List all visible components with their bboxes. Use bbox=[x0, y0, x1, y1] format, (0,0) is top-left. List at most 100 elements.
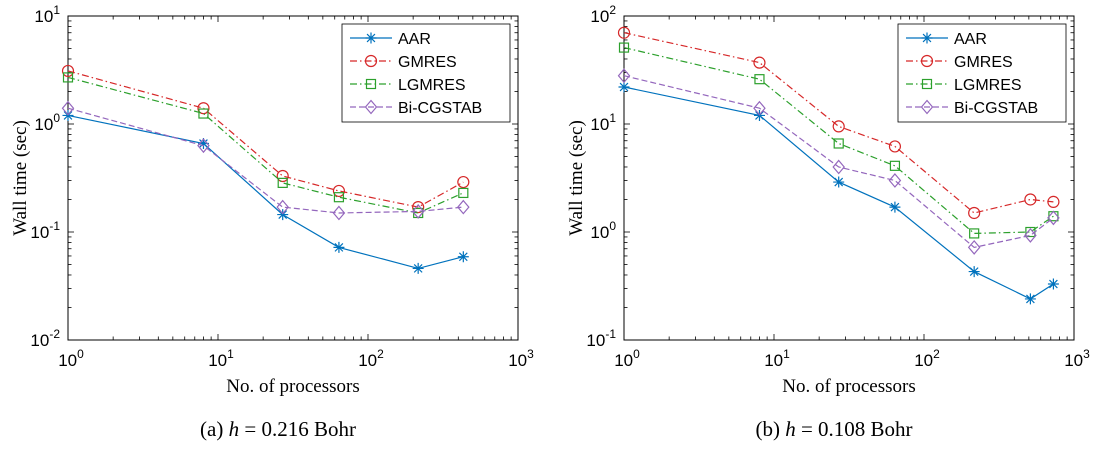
chart-b-data-point bbox=[753, 56, 766, 69]
chart-a-y-axis-label: Wall time (sec) bbox=[10, 120, 31, 236]
chart-a-y-tick-label: 10-2 bbox=[30, 327, 60, 350]
chart-a-data-point bbox=[277, 177, 288, 188]
chart-b-data-point bbox=[617, 68, 631, 84]
chart-a-data-point bbox=[197, 102, 210, 115]
chart-b-data-point bbox=[832, 120, 845, 133]
chart-a-data-point bbox=[457, 175, 470, 189]
chart-a-data-point bbox=[198, 108, 209, 119]
caption-a-label: (a) bbox=[200, 417, 224, 441]
chart-a-legend-marker bbox=[364, 99, 378, 115]
chart-b-data-point bbox=[1024, 227, 1037, 243]
chart-b-data-point bbox=[968, 266, 980, 278]
chart-b-y-tick-label: 101 bbox=[590, 111, 616, 134]
chart-b-x-axis-label: No. of processors bbox=[782, 376, 916, 397]
chart-b-data-point bbox=[618, 81, 630, 93]
chart-b-series-bi-cgstab bbox=[617, 68, 1060, 255]
caption-b-unit: Bohr bbox=[870, 417, 913, 441]
chart-b-y-axis-label: Wall time (sec) bbox=[566, 120, 587, 236]
chart-b-data-point bbox=[832, 159, 845, 175]
chart-a-legend-marker bbox=[365, 32, 377, 44]
chart-a-series-line bbox=[67, 114, 464, 270]
chart-a-legend-label: LGMRES bbox=[398, 77, 466, 94]
caption-b-var: h bbox=[785, 417, 796, 441]
caption-b-label: (b) bbox=[755, 417, 780, 441]
caption-a-unit: Bohr bbox=[313, 417, 356, 441]
chart-b-x-tick-label: 103 bbox=[1064, 347, 1090, 370]
chart-a-legend-label: AAR bbox=[398, 31, 431, 48]
chart-a-legend-label: Bi-CGSTAB bbox=[398, 100, 482, 117]
chart-a-legend: AAR GMRES LGMRES Bi-CGSTAB bbox=[341, 23, 511, 123]
chart-b-legend-marker bbox=[920, 99, 934, 115]
chart-a: 100 101 102 103 10-2 10-1 100 101 No. of process… bbox=[10, 3, 534, 397]
chart-b-y-tick-label: 102 bbox=[590, 3, 616, 26]
chart-a-data-point bbox=[333, 192, 345, 203]
chart-a-x-axis-label: No. of processors bbox=[226, 376, 360, 397]
chart-b-data-point bbox=[889, 201, 901, 213]
caption-b: (b) h = 0.108 Bohr bbox=[556, 417, 1112, 442]
chart-b-x-tick-label: 102 bbox=[914, 347, 940, 370]
chart-b-data-point bbox=[617, 26, 631, 39]
chart-b-legend-marker bbox=[920, 54, 934, 68]
chart-a-data-point bbox=[62, 72, 74, 83]
chart-a-data-point bbox=[61, 64, 75, 78]
chart-a-data-point bbox=[458, 187, 469, 199]
chart-a-data-point bbox=[197, 138, 210, 154]
chart-b-data-point bbox=[833, 176, 845, 188]
chart-b-data-point bbox=[889, 160, 901, 171]
chart-b-data-point bbox=[967, 239, 981, 255]
chart-b-legend-label: AAR bbox=[954, 31, 987, 48]
chart-b-legend-label: GMRES bbox=[954, 54, 1013, 71]
chart-a-data-point bbox=[412, 262, 424, 274]
chart-a-legend-label: GMRES bbox=[398, 54, 457, 71]
chart-a-legend-marker bbox=[364, 54, 378, 68]
chart-b-data-point bbox=[1024, 193, 1037, 206]
chart-a-data-point bbox=[276, 199, 289, 215]
chart-b-y-tick-label: 100 bbox=[590, 219, 616, 242]
chart-a-series-line bbox=[67, 107, 464, 214]
chart-b-data-point bbox=[753, 100, 766, 116]
chart-b-data-point bbox=[1024, 293, 1036, 305]
chart-b-series-gmres bbox=[617, 26, 1060, 220]
chart-panel-b: 100 101 102 103 10-1 100 101 102 No. of processo… bbox=[556, 0, 1112, 466]
chart-b-data-point bbox=[1047, 210, 1060, 226]
chart-a-x-tick-label: 101 bbox=[208, 347, 234, 370]
chart-b-data-point bbox=[618, 42, 630, 53]
chart-b-legend-label: LGMRES bbox=[954, 77, 1022, 94]
chart-b-y-tick-label: 10-1 bbox=[586, 327, 616, 350]
chart-b-data-point bbox=[833, 138, 844, 149]
chart-a-data-point bbox=[457, 199, 470, 215]
chart-a-data-point bbox=[197, 137, 209, 149]
chart-b-data-point bbox=[888, 173, 902, 188]
chart-a-x-tick-label: 102 bbox=[358, 347, 384, 370]
caption-b-eq: = 0.108 bbox=[795, 417, 871, 441]
chart-a-data-point bbox=[276, 169, 289, 183]
caption-a-eq: = 0.216 bbox=[239, 417, 314, 441]
chart-a-y-tick-label: 101 bbox=[34, 3, 60, 26]
chart-a-data-point bbox=[61, 100, 75, 116]
chart-a-tick-marks bbox=[67, 15, 519, 341]
chart-b-legend-label: Bi-CGSTAB bbox=[954, 100, 1038, 117]
chart-b-axes-box bbox=[623, 15, 1075, 341]
chart-a-series-aar bbox=[62, 109, 469, 274]
chart-a-data-point bbox=[332, 205, 346, 221]
chart-b-series-line bbox=[623, 75, 1054, 249]
chart-a-data-point bbox=[411, 204, 425, 219]
chart-a-series-bi-cgstab bbox=[61, 100, 470, 221]
chart-b-data-point bbox=[1047, 195, 1060, 208]
chart-a-series-line bbox=[67, 76, 464, 214]
chart-a-series-line bbox=[67, 70, 464, 208]
caption-a-var: h bbox=[228, 417, 240, 441]
chart-a-legend-marker bbox=[365, 78, 377, 90]
chart-a-data-point bbox=[412, 201, 425, 214]
caption-a: (a) h = 0.216 Bohr bbox=[0, 417, 556, 442]
chart-b-x-tick-label: 100 bbox=[614, 347, 640, 370]
chart-b-series-line bbox=[623, 32, 1054, 214]
chart-a-data-point bbox=[332, 184, 346, 198]
chart-a-x-tick-label: 100 bbox=[58, 347, 84, 370]
chart-a-series-lgmres bbox=[62, 72, 469, 219]
chart-b-data-point bbox=[1047, 278, 1059, 290]
chart-panel-a: 100 101 102 103 10-2 10-1 100 101 No. of process… bbox=[0, 3, 556, 442]
chart-a-y-tick-label: 10-1 bbox=[30, 219, 60, 242]
chart-b-legend: AAR GMRES LGMRES Bi-CGSTAB bbox=[897, 23, 1067, 123]
